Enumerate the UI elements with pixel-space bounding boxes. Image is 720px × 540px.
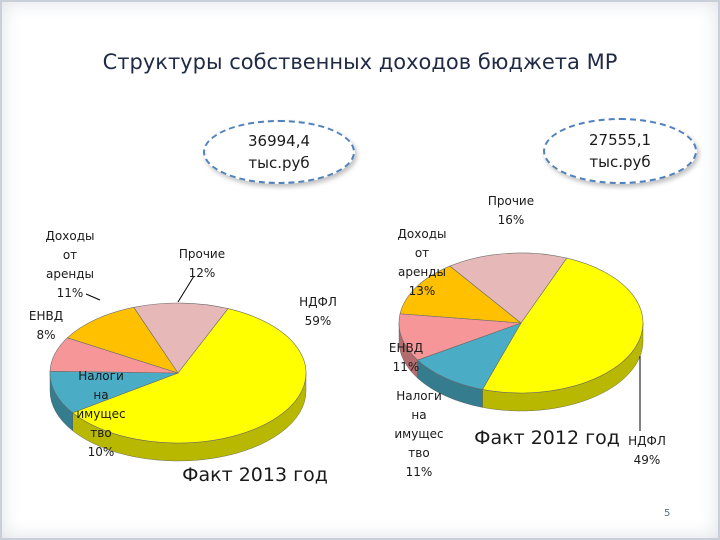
pie-slice-0-4 bbox=[133, 302, 229, 374]
pie-slice-0-1 bbox=[49, 370, 179, 414]
leader-line-0-4 bbox=[177, 275, 195, 303]
slice-label-0-0: НДФЛ 59% bbox=[299, 295, 337, 328]
slice-label-1-0: НДФЛ 49% bbox=[628, 434, 666, 467]
slice-label-1-3: Доходы от аренды 13% bbox=[398, 227, 447, 298]
page-number: 5 bbox=[664, 508, 671, 519]
pie-slice-1-1 bbox=[416, 322, 522, 390]
slice-label-0-4: Прочие 12% bbox=[179, 247, 225, 280]
pie-slice-1-4 bbox=[449, 252, 568, 324]
slide-title: Структуры собственных доходов бюджета МР bbox=[102, 50, 618, 74]
total-unit-2012: тыс.руб bbox=[589, 153, 651, 171]
slice-label-1-4: Прочие 16% bbox=[488, 194, 534, 227]
total-value-2013: 36994,4 bbox=[247, 132, 311, 150]
total-callout-2012: 27555,1 тыс.руб bbox=[543, 118, 697, 184]
pie-slice-0-3 bbox=[66, 306, 179, 374]
slice-label-0-2: ЕНВД 8% bbox=[29, 309, 63, 342]
leader-line-0-3 bbox=[85, 293, 101, 301]
slice-label-0-1: Налоги на имущес тво 10% bbox=[76, 369, 125, 459]
total-callout-2013: 36994,4 тыс.руб bbox=[203, 120, 355, 184]
pie-slice-1-2 bbox=[398, 313, 522, 361]
total-value-2012: 27555,1 bbox=[588, 131, 652, 149]
pie-slice-1-3 bbox=[399, 265, 522, 324]
chart-caption-0: Факт 2013 год bbox=[182, 464, 328, 486]
total-unit-2013: тыс.руб bbox=[248, 154, 310, 172]
slice-label-1-2: ЕНВД 11% bbox=[389, 341, 423, 374]
pie-slice-0-0 bbox=[72, 308, 307, 444]
pie-slice-1-0 bbox=[482, 257, 644, 394]
chart-caption-1: Факт 2012 год bbox=[474, 427, 620, 449]
slice-label-1-1: Налоги на имущес тво 11% bbox=[394, 389, 443, 479]
pie-chart-1: НДФЛ 49% Налоги на имущес тво 11% ЕНВД 11% Доходы… bbox=[389, 194, 666, 479]
pie-chart-0: НДФЛ 59% Налоги на имущес тво 10% ЕНВД 8% Доходы о… bbox=[29, 229, 337, 486]
slice-label-0-3: Доходы от аренды 11% bbox=[46, 229, 95, 300]
